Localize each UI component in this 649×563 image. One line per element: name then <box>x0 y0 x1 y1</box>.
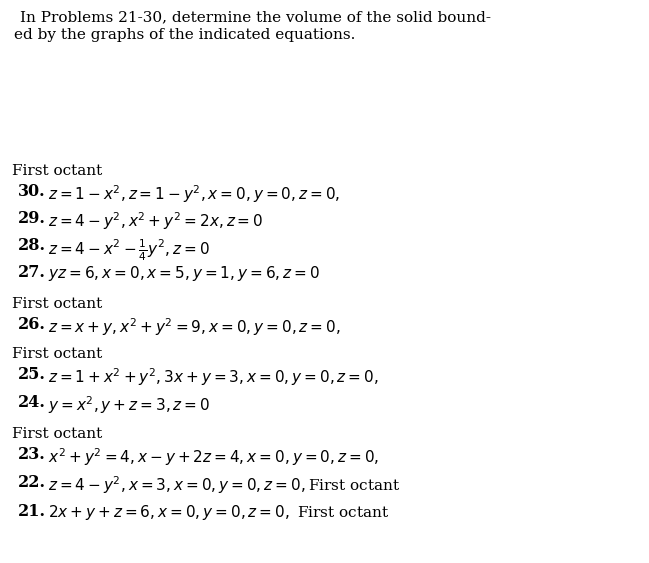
Text: 26.: 26. <box>18 316 46 333</box>
Text: First octant: First octant <box>12 347 103 361</box>
Text: $z = 4 - y^2, x^2 + y^2 = 2x, z = 0$: $z = 4 - y^2, x^2 + y^2 = 2x, z = 0$ <box>48 210 263 232</box>
Text: $z = x + y, x^2 + y^2 = 9, x = 0, y = 0, z = 0,$: $z = x + y, x^2 + y^2 = 9, x = 0, y = 0,… <box>48 316 341 338</box>
Text: 25.: 25. <box>18 366 46 383</box>
Text: First octant: First octant <box>12 297 103 311</box>
Text: $z = 1 + x^2 + y^2, 3x + y = 3, x = 0, y = 0, z = 0,$: $z = 1 + x^2 + y^2, 3x + y = 3, x = 0, y… <box>48 366 379 388</box>
Text: ed by the graphs of the indicated equations.: ed by the graphs of the indicated equati… <box>14 28 356 42</box>
Text: $2x + y + z = 6, x = 0, y = 0, z = 0,$ First octant: $2x + y + z = 6, x = 0, y = 0, z = 0,$ F… <box>48 503 389 522</box>
Text: $y = x^2, y + z = 3, z = 0$: $y = x^2, y + z = 3, z = 0$ <box>48 394 210 415</box>
Text: $yz = 6, x = 0, x = 5, y = 1, y = 6, z = 0$: $yz = 6, x = 0, x = 5, y = 1, y = 6, z =… <box>48 264 320 283</box>
Text: $x^2 + y^2 = 4, x - y + 2z = 4, x = 0, y = 0, z = 0,$: $x^2 + y^2 = 4, x - y + 2z = 4, x = 0, y… <box>48 446 379 468</box>
Text: 24.: 24. <box>18 394 46 411</box>
Text: $z = 4 - x^2 - \frac{1}{4}y^2, z = 0$: $z = 4 - x^2 - \frac{1}{4}y^2, z = 0$ <box>48 237 210 262</box>
Text: $z = 4 - y^2, x = 3, x = 0, y = 0, z = 0,$First octant: $z = 4 - y^2, x = 3, x = 0, y = 0, z = 0… <box>48 474 400 495</box>
Text: 29.: 29. <box>18 210 46 227</box>
Text: First octant: First octant <box>12 427 103 441</box>
Text: 23.: 23. <box>18 446 45 463</box>
Text: In Problems 21-30, determine the volume of the solid bound-: In Problems 21-30, determine the volume … <box>20 10 491 24</box>
Text: 30.: 30. <box>18 183 45 200</box>
Text: 27.: 27. <box>18 264 46 281</box>
Text: First octant: First octant <box>12 164 103 178</box>
Text: 28.: 28. <box>18 237 46 254</box>
Text: 22.: 22. <box>18 474 46 491</box>
Text: 21.: 21. <box>18 503 46 520</box>
Text: $z = 1 - x^2, z = 1 - y^2, x = 0, y = 0, z = 0,$: $z = 1 - x^2, z = 1 - y^2, x = 0, y = 0,… <box>48 183 340 205</box>
